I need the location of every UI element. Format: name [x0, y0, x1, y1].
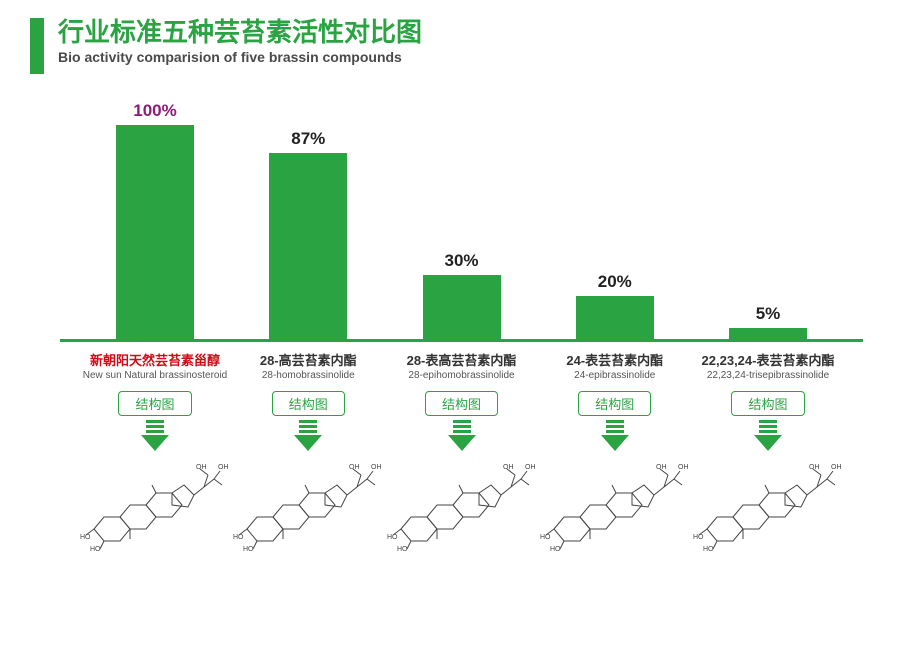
category-name-cn: 28-表高芸苔素内酯	[387, 350, 537, 369]
molecule-structure: HO HO OH OH	[80, 457, 230, 552]
bar-col: 20%	[540, 272, 690, 339]
structure-col: 结构图	[387, 391, 537, 451]
structure-col: 结构图	[80, 391, 230, 451]
svg-text:OH: OH	[218, 464, 229, 471]
category-name-cn: 28-高芸苔素内酯	[233, 350, 383, 369]
bar-col: 87%	[233, 129, 383, 339]
arrow-down-icon	[141, 420, 169, 451]
svg-text:OH: OH	[831, 464, 842, 471]
bar	[423, 275, 501, 339]
svg-text:OH: OH	[678, 464, 689, 471]
structure-col: 结构图	[233, 391, 383, 451]
bar-col: 100%	[80, 101, 230, 339]
arrow-down-icon	[601, 420, 629, 451]
category-name-en: 28-homobrassinolide	[233, 370, 383, 381]
structure-col: 结构图	[693, 391, 843, 451]
bar	[576, 296, 654, 339]
bar-value-label: 87%	[291, 129, 325, 149]
bar	[269, 153, 347, 339]
molecule-row: HO HO OH OH HO HO OH OH HO HO OH OH HO HO OH OH HO HO OH OH	[60, 451, 863, 552]
category-label: 新朝阳天然芸苔素甾醇New sun Natural brassinosteroi…	[80, 350, 230, 381]
structure-button[interactable]: 结构图	[425, 391, 498, 416]
svg-text:HO: HO	[90, 546, 101, 552]
arrow-down-icon	[754, 420, 782, 451]
category-labels-row: 新朝阳天然芸苔素甾醇New sun Natural brassinosteroi…	[60, 342, 863, 381]
structure-button[interactable]: 结构图	[731, 391, 804, 416]
bar-chart: 100% 87% 30% 20% 5%	[60, 102, 863, 342]
svg-text:OH: OH	[525, 464, 536, 471]
svg-text:HO: HO	[540, 534, 551, 541]
svg-text:HO: HO	[693, 534, 704, 541]
svg-text:OH: OH	[371, 464, 382, 471]
svg-text:OH: OH	[809, 464, 820, 471]
title-cn: 行业标准五种芸苔素活性对比图	[58, 18, 422, 47]
category-name-en: 22,23,24-trisepibrassinolide	[693, 370, 843, 381]
svg-text:HO: HO	[703, 546, 714, 552]
title-block: 行业标准五种芸苔素活性对比图 Bio activity comparision …	[58, 18, 422, 65]
bar	[729, 328, 807, 339]
arrow-down-icon	[448, 420, 476, 451]
header: 行业标准五种芸苔素活性对比图 Bio activity comparision …	[30, 18, 873, 74]
bar-value-label: 30%	[444, 251, 478, 271]
bar-col: 30%	[387, 251, 537, 339]
header-accent-bar	[30, 18, 44, 74]
svg-text:OH: OH	[196, 464, 207, 471]
category-name-cn: 新朝阳天然芸苔素甾醇	[80, 350, 230, 369]
structure-col: 结构图	[540, 391, 690, 451]
bar-value-label: 5%	[756, 304, 781, 324]
bar-col: 5%	[693, 304, 843, 339]
arrow-down-icon	[294, 420, 322, 451]
category-label: 28-高芸苔素内酯28-homobrassinolide	[233, 350, 383, 381]
structure-button[interactable]: 结构图	[578, 391, 651, 416]
category-name-cn: 22,23,24-表芸苔素内酯	[693, 350, 843, 369]
svg-text:HO: HO	[397, 546, 408, 552]
category-name-en: 24-epibrassinolide	[540, 370, 690, 381]
molecule-structure: HO HO OH OH	[233, 457, 383, 552]
structure-button[interactable]: 结构图	[272, 391, 345, 416]
svg-text:HO: HO	[233, 534, 244, 541]
svg-text:OH: OH	[656, 464, 667, 471]
svg-text:HO: HO	[550, 546, 561, 552]
title-en: Bio activity comparision of five brassin…	[58, 49, 422, 65]
svg-text:OH: OH	[349, 464, 360, 471]
structure-button[interactable]: 结构图	[118, 391, 191, 416]
structure-link-row: 结构图 结构图 结构图 结构图 结构图	[60, 381, 863, 451]
svg-text:HO: HO	[80, 534, 91, 541]
bar-value-label: 100%	[133, 101, 176, 121]
molecule-structure: HO HO OH OH	[693, 457, 843, 552]
bar-value-label: 20%	[598, 272, 632, 292]
bar	[116, 125, 194, 339]
category-name-en: 28-epihomobrassinolide	[387, 370, 537, 381]
molecule-structure: HO HO OH OH	[540, 457, 690, 552]
category-label: 24-表芸苔素内酯24-epibrassinolide	[540, 350, 690, 381]
svg-text:HO: HO	[387, 534, 398, 541]
molecule-structure: HO HO OH OH	[387, 457, 537, 552]
category-label: 22,23,24-表芸苔素内酯22,23,24-trisepibrassinol…	[693, 350, 843, 381]
category-name-en: New sun Natural brassinosteroid	[80, 370, 230, 381]
category-label: 28-表高芸苔素内酯28-epihomobrassinolide	[387, 350, 537, 381]
category-name-cn: 24-表芸苔素内酯	[540, 350, 690, 369]
svg-text:HO: HO	[243, 546, 254, 552]
svg-text:OH: OH	[503, 464, 514, 471]
